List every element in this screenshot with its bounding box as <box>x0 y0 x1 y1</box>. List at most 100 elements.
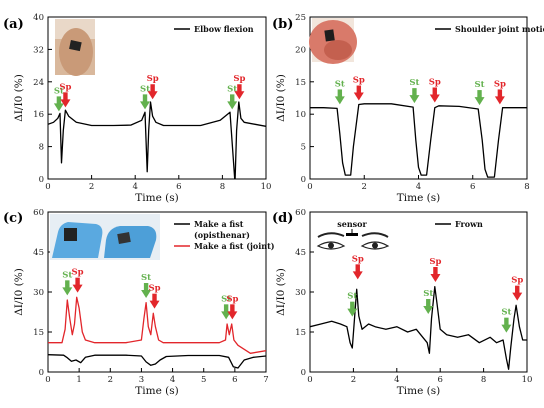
series-line-0 <box>48 354 266 369</box>
start-arrow-head <box>474 97 485 106</box>
stop-arrow <box>430 267 441 282</box>
y-tick-label: 16 <box>33 110 44 120</box>
panel-b: 0 2 4 6 8 0 5 10 15 20 25 Time (s) ΔI/I0 (%) (b) Shoul… <box>272 13 544 204</box>
series-line-1 <box>48 296 266 354</box>
legend-entry: Frown <box>455 219 483 229</box>
plot-frame <box>47 16 267 180</box>
start-arrow-head <box>141 290 152 298</box>
stop-arrow-head <box>430 274 441 282</box>
stop-arrow-shaft <box>515 285 520 294</box>
start-marker-label: St <box>62 270 72 280</box>
start-marker-label: St <box>140 84 150 94</box>
stop-arrow <box>353 85 364 101</box>
x-tick-label: 0 <box>45 182 50 192</box>
x-tick-label: 2 <box>362 182 367 192</box>
x-tick-label: 8 <box>524 182 529 192</box>
y-tick-label: 8 <box>39 143 44 153</box>
series-line-0 <box>310 286 527 370</box>
start-arrow-shaft <box>477 90 482 99</box>
stop-arrow <box>227 304 238 320</box>
stop-arrow-shaft <box>230 304 235 313</box>
series-line-0 <box>310 103 527 178</box>
stop-marker-label: Sp <box>233 74 245 84</box>
start-arrow-shaft <box>143 283 149 291</box>
right-pupil <box>372 242 378 249</box>
y-axis-label: ΔI/I0 (%) <box>275 74 287 122</box>
stop-marker-label: Sp <box>148 284 160 294</box>
stop-arrow <box>72 277 83 293</box>
y-tick-label: 45 <box>295 248 306 258</box>
stop-marker-label: Sp <box>226 294 238 304</box>
x-tick-label: 4 <box>394 375 399 385</box>
stop-arrow-shaft <box>355 264 360 273</box>
start-arrow <box>474 90 485 106</box>
start-arrow-shaft <box>412 88 417 97</box>
stop-marker-label: Sp <box>429 77 441 87</box>
y-tick-label: 60 <box>295 208 306 218</box>
photo-sensor-patch <box>69 40 82 52</box>
x-tick-label: 2 <box>108 375 113 385</box>
photo-right-glove <box>104 226 157 258</box>
y-tick-label: 30 <box>295 288 306 298</box>
panel-d: 0 2 4 6 8 10 0 15 30 45 60 Time (s) ΔI/I0 (%) (d) Frow… <box>272 208 532 397</box>
x-tick-label: 6 <box>176 182 181 192</box>
stop-arrow-head <box>352 271 363 280</box>
stop-arrow-head <box>147 91 158 100</box>
y-axis-label: ΔI/I0 (%) <box>13 74 25 122</box>
sensor-label: sensor <box>337 219 367 229</box>
y-tick-label: 0 <box>301 368 306 378</box>
x-tick-label: 7 <box>263 375 268 385</box>
start-arrow-head <box>227 101 238 110</box>
start-arrow-head <box>501 324 512 333</box>
x-tick-label: 10 <box>522 375 533 385</box>
x-tick-label: 5 <box>201 375 206 385</box>
panel-label: (c) <box>3 211 23 226</box>
shoulder-photo <box>309 18 357 64</box>
stop-arrow-shaft <box>497 89 503 98</box>
stop-arrow <box>147 84 158 100</box>
stop-marker-label: Sp <box>494 79 506 89</box>
start-arrow-shaft <box>56 96 62 105</box>
x-tick-label: 2 <box>351 375 356 385</box>
start-arrow-head <box>62 287 73 296</box>
x-tick-label: 0 <box>307 375 312 385</box>
x-tick-label: 3 <box>139 375 144 385</box>
stop-arrow-head <box>60 99 71 108</box>
y-tick-label: 15 <box>33 328 44 338</box>
start-arrow-shaft <box>426 299 431 307</box>
start-arrow-shaft <box>350 301 355 310</box>
start-arrow-shaft <box>142 94 148 103</box>
x-tick-label: 1 <box>76 375 81 385</box>
start-arrow <box>140 94 151 110</box>
x-tick-label: 6 <box>470 182 475 192</box>
start-arrow <box>423 299 434 314</box>
start-arrow-head <box>334 96 345 105</box>
left-pupil <box>328 242 334 249</box>
x-axis-label: Time (s) <box>135 385 178 397</box>
start-arrow <box>409 88 420 104</box>
stop-marker-label: Sp <box>511 276 523 286</box>
stop-arrow-shaft <box>63 92 68 101</box>
y-tick-label: 45 <box>33 248 44 258</box>
photo-sensor-patch <box>324 29 335 42</box>
series-group <box>310 286 527 370</box>
start-arrow <box>227 94 238 110</box>
x-axis-label: Time (s) <box>397 192 440 204</box>
stop-arrow-shaft <box>433 267 438 275</box>
stop-arrow-shaft <box>150 84 155 93</box>
series-line-0 <box>48 101 266 179</box>
stop-marker-label: Sp <box>147 74 159 84</box>
series-group <box>310 103 527 178</box>
stop-arrow-shaft <box>432 87 437 96</box>
photo-shadow <box>324 40 352 60</box>
sensor-patch <box>346 233 358 236</box>
start-marker-label: St <box>221 294 231 304</box>
start-marker-label: St <box>141 273 151 283</box>
x-tick-label: 0 <box>307 182 312 192</box>
stop-arrow-shaft <box>356 85 362 94</box>
stop-arrow-head <box>494 96 505 105</box>
start-marker-label: St <box>423 289 433 299</box>
stop-marker-label: Sp <box>352 254 364 264</box>
panel-label: (b) <box>272 17 293 32</box>
